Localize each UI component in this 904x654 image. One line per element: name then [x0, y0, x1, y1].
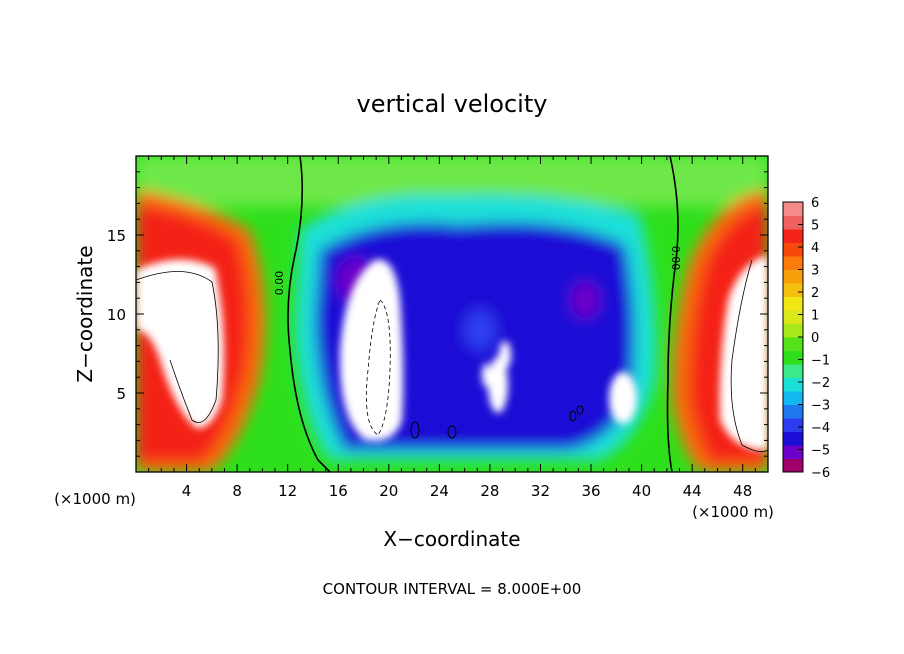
colorbar-swatch [783, 296, 803, 311]
colorbar-swatch [783, 445, 803, 459]
y-tick-label: 5 [116, 385, 126, 403]
colorbar-swatch [783, 283, 803, 297]
x-tick-label: 40 [632, 482, 651, 500]
center-core-2 [488, 357, 508, 413]
colorbar-swatch [783, 256, 803, 270]
x-tick-label: 24 [430, 482, 449, 500]
x-tick-label: 16 [329, 482, 348, 500]
colorbar-tick-label: −4 [811, 421, 830, 436]
colorbar-tick-label: −1 [811, 354, 830, 369]
center-core-5 [482, 363, 490, 387]
thin-contour-left [136, 271, 219, 423]
plot-area [136, 156, 768, 472]
colorbar-swatch [783, 269, 803, 284]
colorbar-swatch [783, 242, 803, 257]
colorbar-swatch [783, 350, 803, 365]
x-tick-label: 48 [733, 482, 752, 500]
colorbar-tick-label: 5 [811, 219, 819, 234]
y-axis: 5 10 15 [107, 171, 768, 457]
colorbar-swatch [783, 418, 803, 432]
center-core-3 [499, 341, 511, 369]
zero-contour-right [666, 156, 679, 472]
contour-label-left: 0.00 [273, 271, 286, 296]
y-tick-label: 10 [107, 306, 126, 324]
x-unit-left: (×1000 m) [54, 490, 136, 508]
colorbar-tick-label: −3 [811, 399, 830, 414]
small-contour-3 [569, 410, 577, 422]
x-unit-right: (×1000 m) [692, 503, 774, 521]
x-tick-label: 32 [531, 482, 550, 500]
colorbar-swatch [783, 337, 803, 351]
colorbar-tick-label: −6 [811, 466, 830, 481]
colorbar-tick-label: 4 [811, 241, 819, 256]
colorbar-swatch [783, 431, 803, 446]
downdraft-purple-3 [464, 310, 496, 350]
x-axis-label: X−coordinate [383, 527, 520, 551]
x-tick-label: 28 [480, 482, 499, 500]
colorbar-swatch [783, 377, 803, 392]
chart-title: vertical velocity [357, 90, 548, 118]
colorbar-tick-label: 0 [811, 331, 819, 346]
colorbar-swatch [783, 229, 803, 243]
contour-label-right: 0.00 [669, 246, 682, 271]
small-contour-2 [447, 425, 457, 439]
x-tick-label: 44 [683, 482, 702, 500]
colorbar-swatch [783, 202, 803, 216]
colorbar-swatch [783, 404, 803, 419]
colorbar-tick-label: −5 [811, 444, 830, 459]
center-core-4 [609, 372, 637, 424]
colorbar-tick-label: 3 [811, 264, 819, 279]
colorbar-tick-label: 1 [811, 309, 819, 324]
colorbar-tick-label: 2 [811, 286, 819, 301]
colorbar-swatch [783, 215, 803, 230]
colorbar: 6 5 4 3 2 1 0 −1 −2 −3 −4 −5 −6 [782, 196, 830, 481]
center-core-1 [339, 259, 404, 441]
x-tick-label: 36 [581, 482, 600, 500]
x-axis: 4 8 12 16 20 24 28 32 36 40 44 48 [148, 156, 756, 500]
zero-contour-left [287, 156, 331, 472]
colorbar-swatch [783, 310, 803, 324]
y-axis-label: Z−coordinate [73, 245, 97, 382]
left-core [136, 259, 224, 429]
x-tick-label: 20 [379, 482, 398, 500]
colorbar-tick-label: −2 [811, 376, 830, 391]
x-tick-label: 8 [232, 482, 242, 500]
small-contour-4 [576, 405, 584, 415]
colorbar-swatch [783, 458, 803, 473]
x-tick-label: 4 [182, 482, 192, 500]
small-contour-1 [410, 421, 420, 439]
y-tick-label: 15 [107, 227, 126, 245]
colorbar-swatch [783, 391, 803, 405]
colorbar-tick-label: 6 [811, 196, 819, 211]
dashed-contour-center [366, 299, 391, 436]
colorbar-swatch [783, 364, 803, 378]
colorbar-swatch [783, 323, 803, 338]
downdraft-purple-2 [571, 282, 599, 318]
contour-interval-footer: CONTOUR INTERVAL = 8.000E+00 [323, 580, 582, 598]
thin-contour-right [730, 259, 768, 453]
x-tick-label: 12 [278, 482, 297, 500]
